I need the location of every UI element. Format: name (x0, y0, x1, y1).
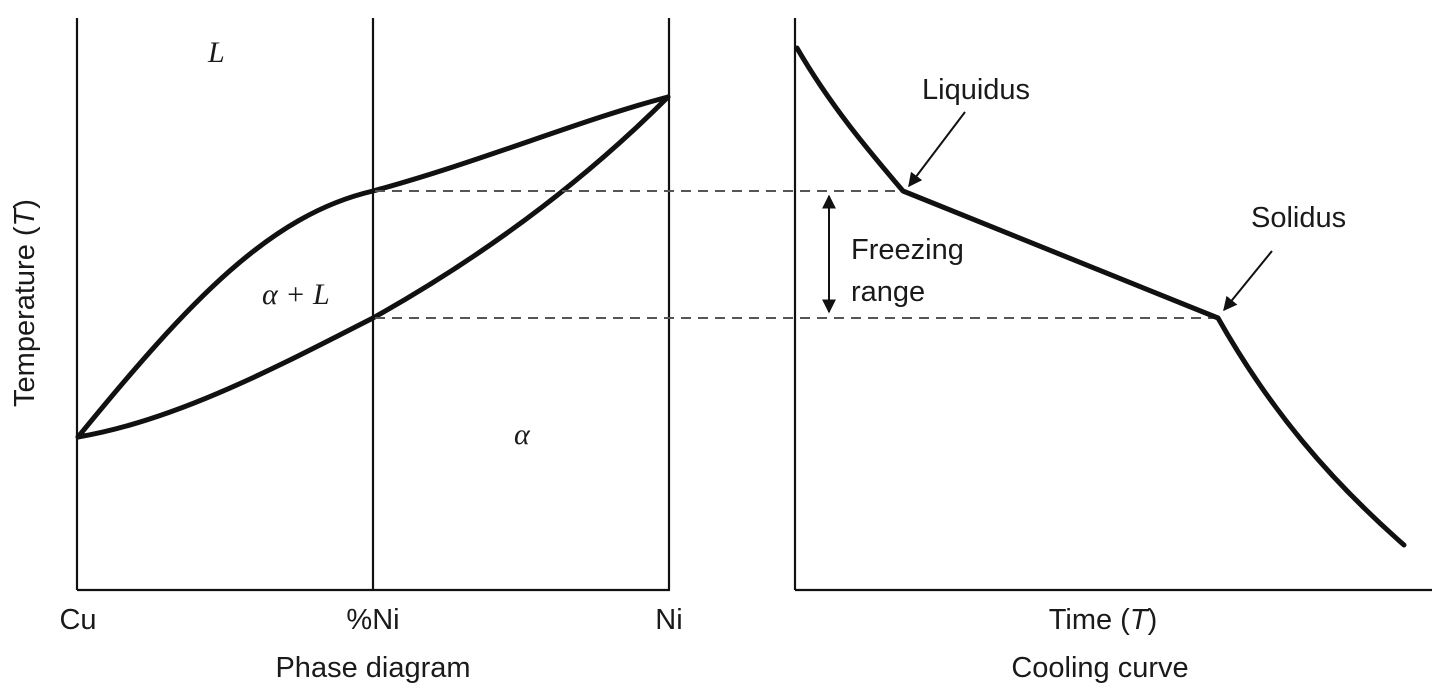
phase-diagram-caption: Phase diagram (275, 652, 470, 684)
cooling-curve-panel: Freezing range Liquidus Solidus Time (T)… (793, 18, 1432, 684)
solidus-pointer (1223, 250, 1273, 312)
freezing-range-label-line1: Freezing (851, 234, 964, 266)
label-cu: Cu (59, 604, 96, 636)
freezing-range-label-line2: range (851, 276, 925, 308)
label-ni: Ni (655, 604, 682, 636)
region-two-phase-label: α + L (262, 278, 330, 311)
liquidus-pointer (908, 111, 966, 188)
phase-diagram-panel: L α + L α Cu %Ni Ni Phase diagram Temper… (9, 18, 683, 684)
liquidus-curve (75, 94, 671, 440)
liquidus-label: Liquidus (922, 74, 1030, 106)
temperature-axis-label: Temperature (T) (9, 199, 41, 407)
solidus-label: Solidus (1251, 202, 1346, 234)
solidus-curve (75, 94, 671, 440)
label-percent-ni: %Ni (346, 604, 399, 636)
region-solid-label: α (514, 418, 531, 451)
time-axis-label: Time (T) (1049, 604, 1157, 636)
cooling-curve-line (794, 45, 1407, 548)
cooling-curve-caption: Cooling curve (1011, 652, 1188, 684)
region-liquid-label: L (207, 36, 225, 69)
